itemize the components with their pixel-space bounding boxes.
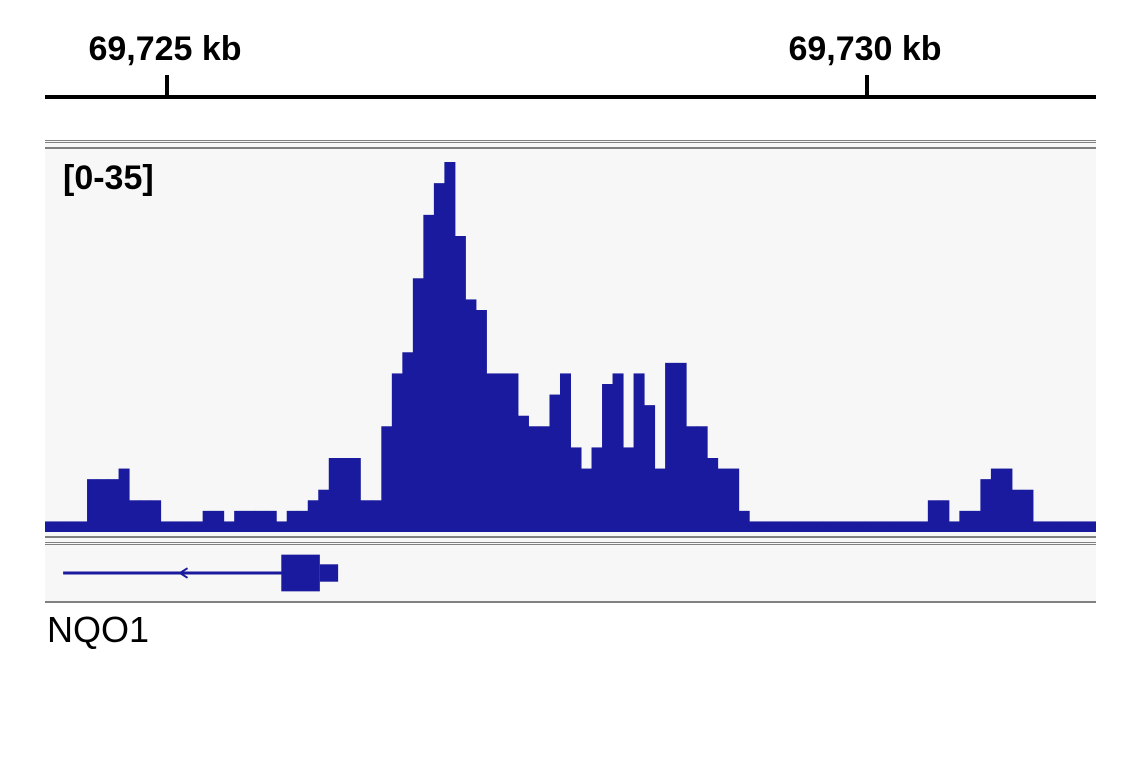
gene-model — [45, 545, 1096, 601]
signal-bar-chart — [45, 152, 1096, 532]
ruler-label-left: 69,725 kb — [88, 30, 241, 69]
gene-name-label: NQO1 — [47, 609, 1096, 651]
gene-annotation-panel — [45, 545, 1096, 603]
signal-track-panel: [0-35] — [45, 140, 1096, 545]
ruler-tick — [165, 75, 169, 95]
ruler-label-right: 69,730 kb — [788, 30, 941, 69]
ruler-tick — [865, 75, 869, 95]
ruler-ticks — [45, 75, 1096, 95]
ruler-axis-line — [45, 95, 1096, 99]
ruler-labels: 69,725 kb 69,730 kb — [45, 30, 1096, 70]
signal-track-container: [0-35] NQO1 — [45, 140, 1096, 651]
genomic-ruler: 69,725 kb 69,730 kb — [45, 30, 1096, 120]
